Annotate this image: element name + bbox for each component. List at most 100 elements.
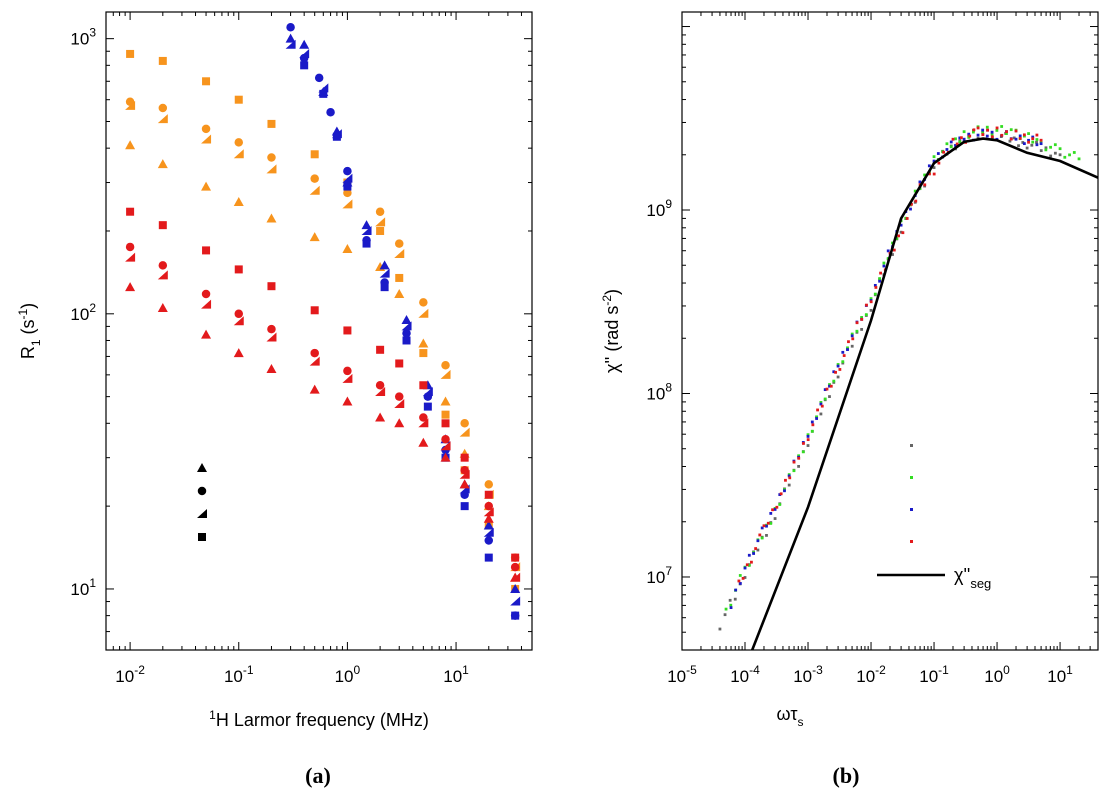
data-point-vSBR_k bbox=[1018, 137, 1022, 140]
data-point-303K-vSBR_k bbox=[460, 502, 469, 511]
data-point-303K-vSBR_k bbox=[380, 283, 389, 292]
data-point-333K-SBR bbox=[342, 244, 353, 254]
data-point-363K-vSBR bbox=[484, 501, 494, 511]
data-point-vSBR bbox=[841, 360, 845, 364]
y-tick-label: 101 bbox=[70, 576, 96, 599]
data-point-vSBR bbox=[724, 607, 728, 611]
data-point-vSBR_k bbox=[775, 505, 779, 509]
data-point-SBR_k bbox=[752, 552, 756, 555]
data-point-vSBR_k bbox=[860, 318, 864, 321]
data-point-SBR_k bbox=[1027, 138, 1030, 142]
data-point-vSBR_k bbox=[937, 161, 941, 165]
data-point-vSBR bbox=[990, 132, 994, 136]
data-point-303K-SBR bbox=[285, 33, 296, 43]
data-point-363K-vSBR_k bbox=[376, 345, 385, 354]
data-point-333K-SBR bbox=[201, 181, 212, 191]
data-point-363K-SBR_k bbox=[201, 299, 212, 309]
data-point-vSBR bbox=[995, 128, 999, 132]
data-point-363K-SBR_k bbox=[342, 373, 353, 383]
x-axis-label: ωτs bbox=[777, 704, 804, 729]
data-points bbox=[718, 125, 1081, 631]
data-point-vSBR_k bbox=[865, 303, 868, 307]
x-tick-label: 10-4 bbox=[730, 663, 760, 686]
data-point-303K-SBR bbox=[401, 314, 412, 324]
data-point-vSBR bbox=[828, 383, 831, 386]
data-point-SBR bbox=[797, 465, 801, 468]
data-point-vSBR_k bbox=[851, 337, 855, 341]
data-point-vSBR_k bbox=[879, 271, 882, 275]
data-point-363K-SBR bbox=[483, 513, 494, 523]
data-point-vSBR_k bbox=[825, 387, 829, 391]
data-point-vSBR bbox=[1031, 140, 1035, 144]
data-point-333K-SBR bbox=[394, 289, 405, 299]
data-point-SBR_k bbox=[734, 588, 738, 592]
data-point-vSBR_k bbox=[855, 321, 859, 325]
data-point-363K-SBR_k bbox=[510, 572, 521, 582]
x-tick-label: 10-3 bbox=[793, 663, 823, 686]
data-point-363K-vSBR_k bbox=[343, 326, 352, 335]
data-point-SBR bbox=[1008, 139, 1012, 143]
data-point-333K-vSBR bbox=[267, 153, 276, 162]
data-point-303K-SBR_k bbox=[361, 225, 372, 235]
data-point-303K-SBR_k bbox=[422, 386, 433, 396]
data-point-SBR bbox=[899, 230, 903, 234]
y-axis-label: R1 (s-1) bbox=[16, 303, 43, 359]
data-point-333K-vSBR_k bbox=[441, 410, 450, 419]
data-point-333K-vSBR_k bbox=[376, 226, 385, 235]
data-point-363K-vSBR bbox=[394, 392, 404, 401]
data-point-vSBR_k bbox=[816, 408, 819, 412]
data-point-vSBR bbox=[1009, 128, 1013, 132]
data-point-SBR bbox=[1049, 154, 1053, 158]
data-point-333K-vSBR bbox=[484, 480, 494, 489]
data-point-SBR_k bbox=[945, 148, 949, 151]
data-point-vSBR bbox=[882, 261, 886, 265]
data-point-SBR_k bbox=[747, 553, 751, 557]
data-point-vSBR bbox=[1000, 125, 1004, 128]
data-point-363K-SBR_k bbox=[157, 270, 168, 280]
data-point-363K-vSBR bbox=[419, 413, 428, 422]
data-point-vSBR bbox=[850, 332, 854, 336]
data-point-SBR_k bbox=[958, 136, 962, 140]
data-point-SBR_k bbox=[828, 384, 831, 388]
data-point-vSBR bbox=[747, 563, 751, 567]
data-point-363K-SBR_k bbox=[394, 399, 405, 409]
data-point-363K-SBR bbox=[233, 348, 244, 358]
data-point-vSBR_k bbox=[995, 126, 999, 130]
data-point-vSBR_k bbox=[1000, 133, 1004, 137]
data-point-303K-vSBR bbox=[286, 23, 295, 32]
data-point-vSBR_k bbox=[842, 354, 846, 357]
data-point-363K-SBR_k bbox=[233, 316, 244, 326]
data-point-333K-vSBR bbox=[375, 207, 385, 216]
data-point-SBR bbox=[850, 344, 854, 348]
data-point-SBR_k bbox=[738, 582, 742, 585]
data-point-333K-vSBR_k bbox=[310, 150, 319, 159]
y-tick-label: 109 bbox=[646, 197, 672, 220]
data-point-363K-vSBR_k bbox=[484, 490, 493, 499]
data-point-333K-vSBR bbox=[201, 124, 211, 134]
data-point-vSBR_k bbox=[976, 126, 980, 130]
data-point-SBR_k bbox=[806, 435, 810, 438]
data-point-vSBR bbox=[815, 415, 819, 419]
data-point-vSBR_k bbox=[762, 524, 766, 528]
data-point-363K-SBR bbox=[375, 412, 386, 422]
data-point-vSBR bbox=[971, 130, 975, 134]
data-point-363K-SBR bbox=[418, 437, 429, 447]
data-point-333K-vSBR_k bbox=[419, 349, 428, 358]
data-point-vSBR_k bbox=[986, 128, 989, 132]
data-point-SBR_k bbox=[815, 417, 819, 420]
data-point-vSBR_k bbox=[806, 438, 810, 442]
data-point-SBR_k bbox=[841, 350, 845, 354]
data-point-303K-SBR bbox=[510, 583, 521, 593]
data-point-vSBR_k bbox=[788, 476, 792, 480]
data-point-SBR_k bbox=[760, 526, 764, 530]
data-point-363K-SBR bbox=[309, 384, 320, 394]
data-point-303K-vSBR_k bbox=[300, 61, 309, 70]
data-point-vSBR_k bbox=[892, 248, 896, 252]
data-point-333K-SBR bbox=[418, 338, 429, 348]
data-point-vSBR bbox=[806, 433, 810, 437]
data-point-363K-vSBR_k bbox=[126, 207, 135, 216]
data-point-333K-SBR_k bbox=[125, 100, 136, 110]
data-point-vSBR_k bbox=[951, 137, 955, 141]
data-point-vSBR bbox=[985, 125, 989, 129]
data-point-333K-vSBR_k bbox=[234, 95, 243, 104]
